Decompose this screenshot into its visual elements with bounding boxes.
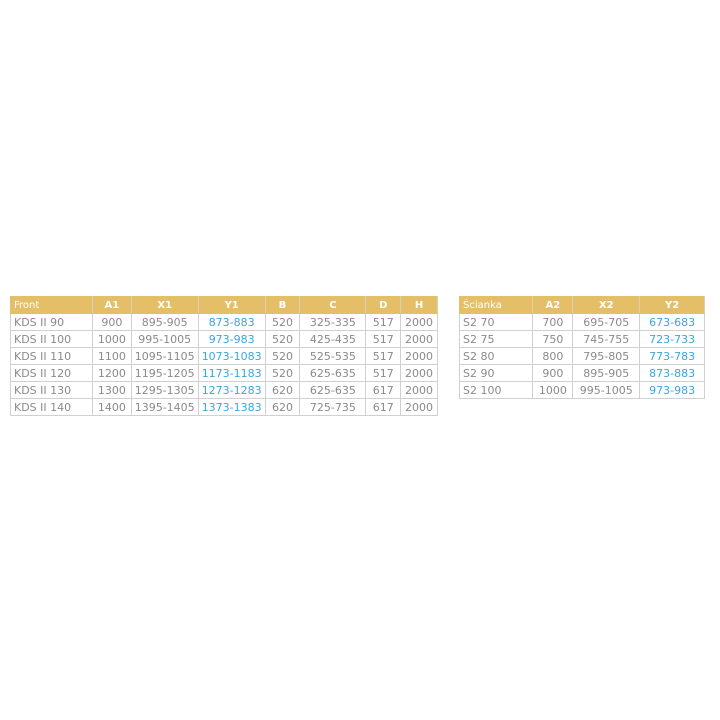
table-cell: S2 80 <box>458 347 534 365</box>
table-row: S2 90 900 895-905 873-883 <box>458 364 705 382</box>
table-cell: 520 <box>264 347 301 365</box>
table-cell: 795-805 <box>572 347 641 365</box>
table-cell: 995-1005 <box>130 330 199 348</box>
table-cell: 1273-1283 <box>197 381 266 399</box>
table-cell: 973-983 <box>639 381 705 399</box>
table-cell: 900 <box>91 313 132 331</box>
table-row: KDS II 110 1100 1095-1105 1073-1083 520 525-5… <box>10 347 438 365</box>
column-header: C <box>299 296 367 314</box>
column-header: D <box>365 296 402 314</box>
table-cell: 900 <box>532 364 574 382</box>
table-cell: 773-783 <box>639 347 705 365</box>
table-cell: 695-705 <box>572 313 641 331</box>
table-cell: 617 <box>365 381 402 399</box>
table-cell: 723-733 <box>639 330 705 348</box>
table-cell: 625-635 <box>299 381 367 399</box>
table-row: KDS II 90 900 895-905 873-883 520 325-335 517 2… <box>10 313 438 331</box>
table-cell: 895-905 <box>572 364 641 382</box>
table-row: KDS II 140 1400 1395-1405 1373-1383 620 725-7… <box>10 398 438 416</box>
table-cell: 1373-1383 <box>197 398 266 416</box>
table-row: S2 75 750 745-755 723-733 <box>458 330 705 348</box>
table-row: KDS II 100 1000 995-1005 973-983 520 425-435 5… <box>10 330 438 348</box>
table-cell: KDS II 140 <box>10 398 93 416</box>
table-cell: 1100 <box>91 347 132 365</box>
column-header: A2 <box>532 296 574 314</box>
table-cell: 520 <box>264 330 301 348</box>
table-cell: 973-983 <box>197 330 266 348</box>
table-row: S2 80 800 795-805 773-783 <box>458 347 705 365</box>
table-cell: 1295-1305 <box>130 381 199 399</box>
table-cell: 1300 <box>91 381 132 399</box>
table-cell: 873-883 <box>639 364 705 382</box>
table-cell: 800 <box>532 347 574 365</box>
table-cell: 1200 <box>91 364 132 382</box>
column-header: Y2 <box>639 296 705 314</box>
table-cell: 2000 <box>400 330 438 348</box>
column-header: Ścianka <box>458 296 534 314</box>
column-header: A1 <box>91 296 132 314</box>
table-cell: 620 <box>264 398 301 416</box>
table-cell: 1195-1205 <box>130 364 199 382</box>
table-row: S2 100 1000 995-1005 973-983 <box>458 381 705 399</box>
table-cell: 517 <box>365 313 402 331</box>
front-dimensions-table: Front A1 X1 Y1 B C D H KDS II 90 900 895-905 873-88… <box>10 296 438 416</box>
column-header: H <box>400 296 438 314</box>
table-cell: 1000 <box>532 381 574 399</box>
table-cell: 620 <box>264 381 301 399</box>
table-row: KDS II 120 1200 1195-1205 1173-1183 520 625-6… <box>10 364 438 382</box>
table-cell: S2 75 <box>458 330 534 348</box>
table-cell: 895-905 <box>130 313 199 331</box>
table-row: S2 70 700 695-705 673-683 <box>458 313 705 331</box>
column-header: B <box>264 296 301 314</box>
table-cell: 2000 <box>400 398 438 416</box>
table-cell: 2000 <box>400 347 438 365</box>
table-cell: 625-635 <box>299 364 367 382</box>
table-cell: S2 100 <box>458 381 534 399</box>
table-row: KDS II 130 1300 1295-1305 1273-1283 620 625-6… <box>10 381 438 399</box>
column-header: Y1 <box>197 296 266 314</box>
table-cell: KDS II 120 <box>10 364 93 382</box>
scianka-dimensions-table: Ścianka A2 X2 Y2 S2 70 700 695-705 673-683 S2 75… <box>458 296 705 399</box>
column-header: X2 <box>572 296 641 314</box>
table-cell: 520 <box>264 313 301 331</box>
table-cell: 1073-1083 <box>197 347 266 365</box>
table-cell: 700 <box>532 313 574 331</box>
column-header: Front <box>10 296 93 314</box>
table-cell: 517 <box>365 330 402 348</box>
table-cell: 520 <box>264 364 301 382</box>
table-cell: 2000 <box>400 364 438 382</box>
table-cell: 750 <box>532 330 574 348</box>
table-cell: S2 90 <box>458 364 534 382</box>
table-cell: KDS II 100 <box>10 330 93 348</box>
table-cell: 617 <box>365 398 402 416</box>
table-cell: 673-683 <box>639 313 705 331</box>
table-cell: 325-335 <box>299 313 367 331</box>
table-cell: 1000 <box>91 330 132 348</box>
table-cell: 517 <box>365 347 402 365</box>
table-cell: 873-883 <box>197 313 266 331</box>
table-cell: 745-755 <box>572 330 641 348</box>
table-cell: 525-535 <box>299 347 367 365</box>
table-cell: 1095-1105 <box>130 347 199 365</box>
table-cell: 517 <box>365 364 402 382</box>
table-cell: KDS II 130 <box>10 381 93 399</box>
table-cell: 2000 <box>400 313 438 331</box>
table-cell: KDS II 110 <box>10 347 93 365</box>
table-cell: S2 70 <box>458 313 534 331</box>
table-cell: KDS II 90 <box>10 313 93 331</box>
table-cell: 1400 <box>91 398 132 416</box>
table-cell: 1173-1183 <box>197 364 266 382</box>
table-cell: 995-1005 <box>572 381 641 399</box>
table-cell: 2000 <box>400 381 438 399</box>
table-cell: 1395-1405 <box>130 398 199 416</box>
column-header: X1 <box>130 296 199 314</box>
table-cell: 725-735 <box>299 398 367 416</box>
table-cell: 425-435 <box>299 330 367 348</box>
